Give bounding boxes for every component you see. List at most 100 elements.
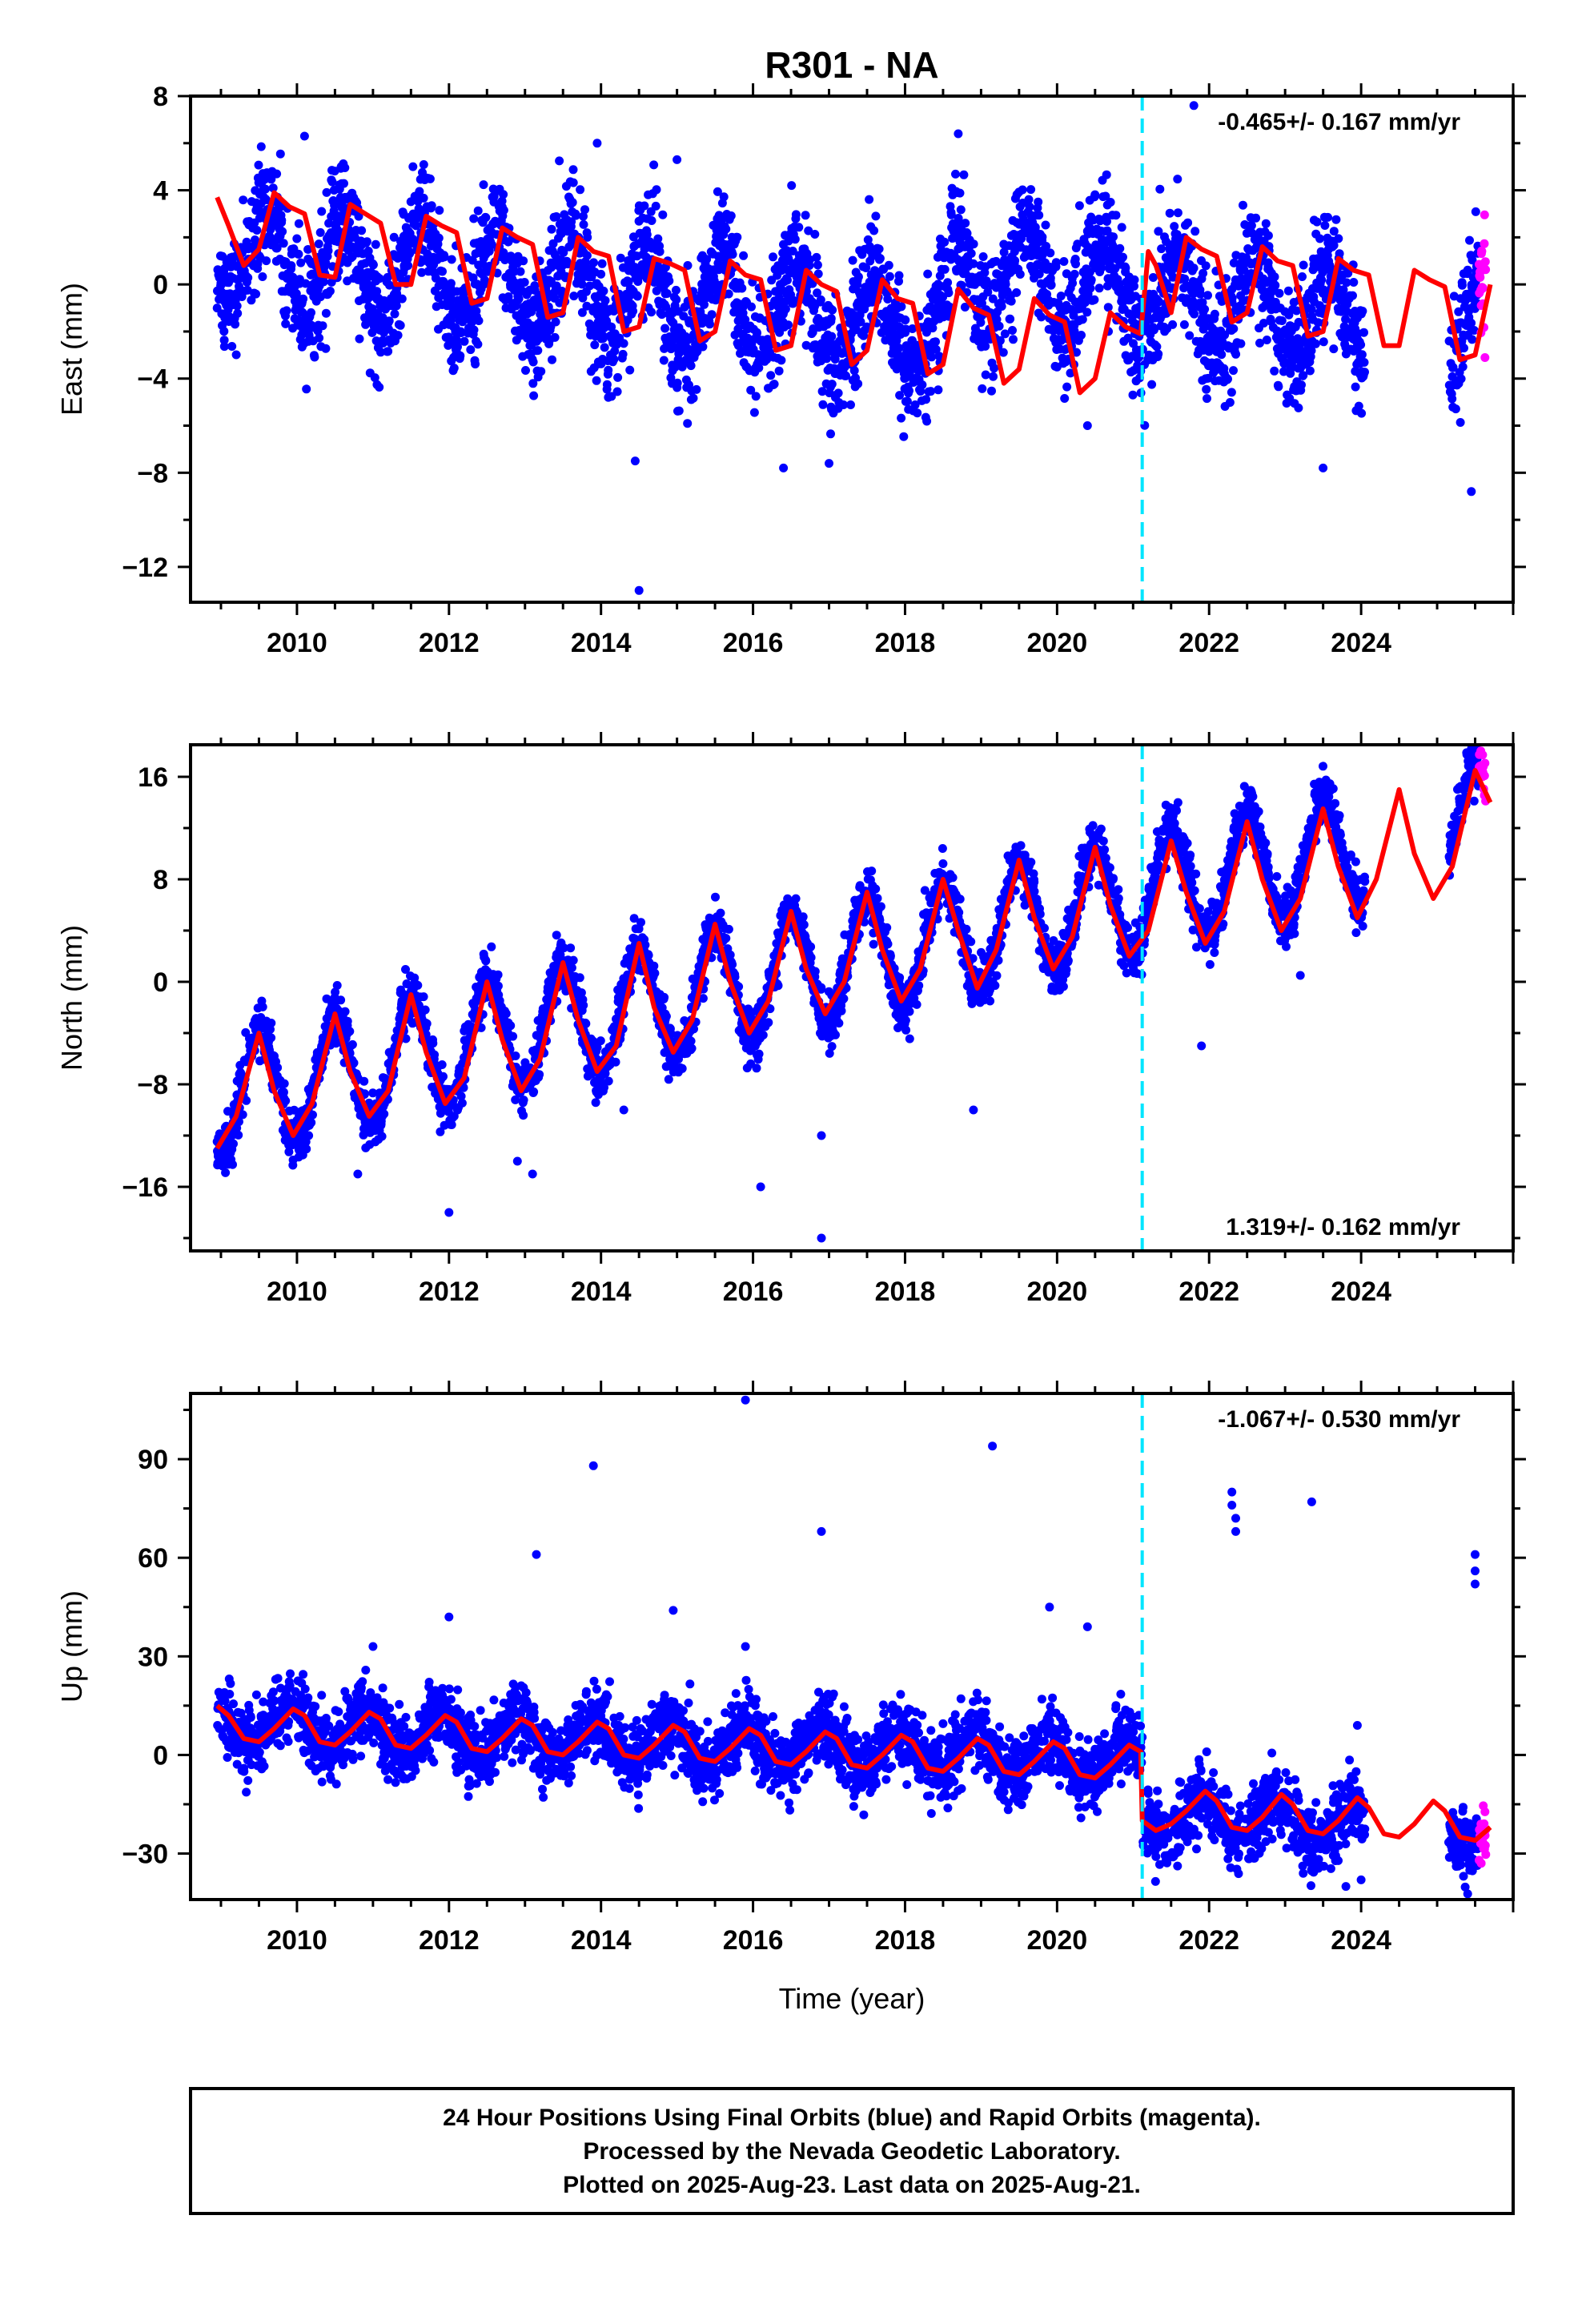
east-final-point (583, 232, 592, 242)
east-final-point (1299, 260, 1308, 270)
east-y-tick-label: −12 (122, 553, 168, 583)
north-final-point (238, 1110, 247, 1120)
east-final-point (700, 300, 709, 309)
north-final-point (529, 1087, 539, 1096)
east-final-point (533, 346, 543, 356)
east-final-point (721, 224, 731, 234)
east-final-point (233, 308, 243, 318)
east-final-point (766, 371, 776, 380)
east-final-point (1339, 285, 1348, 295)
east-final-point (281, 319, 291, 328)
east-final-point (1358, 307, 1367, 316)
east-final-point (1468, 255, 1477, 265)
north-final-point (568, 955, 578, 965)
east-final-point (412, 214, 421, 223)
east-final-point (884, 260, 893, 270)
east-final-point (473, 206, 483, 215)
east-final-point (753, 328, 761, 338)
east-final-point (1155, 184, 1165, 194)
east-final-point (474, 316, 484, 325)
east-final-point (339, 179, 348, 188)
north-final-point (368, 1088, 378, 1098)
east-final-point (863, 235, 873, 244)
east-final-point (1185, 331, 1195, 340)
north-final-point (596, 1036, 605, 1046)
east-final-point (1152, 342, 1162, 352)
east-final-point (362, 237, 371, 247)
north-final-point (456, 1092, 466, 1101)
east-final-point (1123, 333, 1133, 343)
east-final-point (1037, 312, 1046, 322)
east-final-point (810, 230, 820, 239)
east-final-point (652, 185, 661, 195)
east-final-point (260, 175, 270, 184)
east-final-point (449, 364, 459, 373)
east-final-point (1121, 263, 1130, 273)
east-final-point (674, 406, 684, 416)
east-final-point (579, 211, 588, 221)
east-final-point (267, 175, 276, 184)
chart-title: R301 - NA (765, 44, 938, 86)
east-final-point (393, 331, 403, 340)
east-final-point (869, 226, 879, 235)
east-plot-area (212, 96, 1493, 602)
east-final-point (686, 361, 696, 371)
east-final-point (905, 386, 913, 396)
east-final-point (1071, 259, 1080, 269)
east-final-point (707, 310, 717, 320)
east-final-point (1217, 350, 1227, 360)
east-final-point (372, 287, 382, 296)
east-final-point (719, 192, 729, 202)
east-final-point (1239, 265, 1249, 275)
east-final-point (861, 263, 871, 272)
east-final-point (613, 372, 623, 382)
north-final-point (559, 943, 568, 953)
east-final-point (504, 292, 513, 301)
north-plot-area (212, 745, 1493, 1251)
east-final-point (1117, 223, 1126, 232)
east-final-point (1451, 404, 1460, 414)
east-final-point (580, 205, 589, 215)
north-final-point (428, 1039, 438, 1048)
east-final-point (826, 429, 835, 439)
east-final-point (658, 210, 668, 219)
north-final-point (457, 1098, 467, 1108)
east-final-point (1042, 242, 1051, 251)
east-outlier-point (779, 463, 789, 472)
east-final-point (827, 332, 837, 341)
east-final-point (262, 256, 271, 266)
east-final-point (469, 325, 479, 335)
east-final-point (1147, 380, 1157, 389)
east-final-point (315, 333, 324, 343)
east-final-point (529, 391, 539, 400)
east-final-point (672, 295, 681, 304)
east-final-point (1000, 329, 1010, 339)
east-final-point (931, 344, 941, 354)
east-final-point (619, 339, 628, 348)
east-final-point (384, 316, 394, 326)
east-final-point (330, 201, 339, 210)
north-final-point (493, 981, 503, 991)
east-final-point (791, 210, 801, 219)
east-final-point (625, 365, 635, 375)
east-rapid-point (1480, 239, 1489, 248)
east-final-point (774, 366, 784, 376)
east-final-point (624, 277, 633, 287)
east-final-point (548, 355, 556, 364)
east-final-point (921, 395, 931, 404)
east-final-point (1262, 336, 1271, 344)
east-final-point (275, 149, 285, 159)
east-final-point (894, 344, 904, 353)
east-final-point (516, 267, 525, 276)
east-final-point (962, 228, 972, 238)
east-final-point (698, 342, 708, 352)
east-final-point (910, 400, 920, 409)
north-panel: 2010 2012 2014 2016 2018 2020 2022 2024−16−8081… (55, 732, 1526, 1307)
north-final-point (258, 1002, 267, 1011)
east-outlier-point (1189, 101, 1199, 111)
east-final-point (551, 317, 560, 327)
east-final-point (1168, 320, 1178, 329)
east-final-point (440, 252, 449, 262)
east-final-point (376, 348, 385, 357)
east-y-tick-label: −4 (137, 364, 168, 395)
